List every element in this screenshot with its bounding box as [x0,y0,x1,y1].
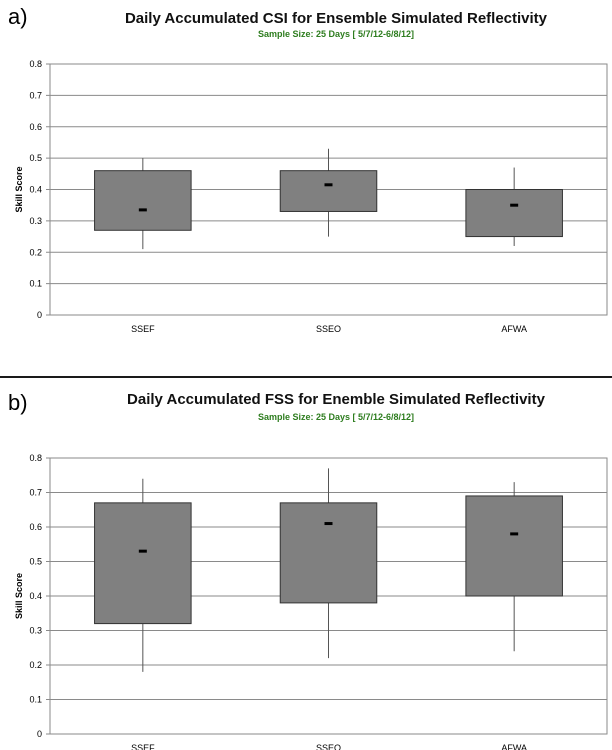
boxplot-chart: 0 0.1 0.2 0.3 0.4 0.5 0.6 0.7 0.8 Skill Score SSEF… [14,59,608,334]
y-axis-title: Skill Score [14,166,24,212]
chart-panel-b: b) Daily Accumulated FSS for Enemble Sim… [0,378,612,750]
box-mark [94,170,192,231]
x-category-label: AFWA [501,324,527,334]
box-mark [94,502,192,625]
y-tick-label: 0.7 [29,488,42,498]
x-category-label: AFWA [501,743,527,750]
y-tick-label: 0.2 [29,660,42,670]
y-tick-label: 0.1 [29,695,42,705]
panel-divider [0,376,612,378]
panel-label: a) [8,4,28,29]
x-category-label: SSEF [131,743,155,750]
y-tick-label: 0.3 [29,626,42,636]
chart-panel-a: a) Daily Accumulated CSI for Ensemble Si… [0,0,612,360]
box-mark [279,170,378,212]
x-category-label: SSEO [316,324,341,334]
y-tick-label: 0.5 [29,557,42,567]
y-tick-label: 0.4 [29,591,42,601]
y-tick-label: 0.8 [29,59,42,69]
boxplot-chart: 0 0.1 0.2 0.3 0.4 0.5 0.6 0.7 0.8 Skill Score SSEF… [14,453,608,750]
y-tick-label: 0.2 [29,247,42,257]
chart-title: Daily Accumulated CSI for Ensemble Simul… [124,10,548,27]
box-mark [465,189,563,238]
box-mark [279,502,378,604]
y-tick-label: 0.3 [29,216,42,226]
y-tick-label: 0 [37,310,42,320]
chart-subtitle: Sample Size: 25 Days [ 5/7/12-6/8/12] [257,412,415,422]
x-category-label: SSEF [131,324,155,334]
panel-label: b) [8,390,28,415]
chart-title: Daily Accumulated FSS for Enemble Simula… [127,391,545,408]
chart-subtitle: Sample Size: 25 Days [ 5/7/12-6/8/12] [257,29,415,39]
y-tick-label: 0.1 [29,279,42,289]
y-tick-label: 0.4 [29,185,42,195]
y-tick-label: 0.6 [29,522,42,532]
x-category-label: SSEO [316,743,341,750]
y-axis-title: Skill Score [14,573,24,619]
y-tick-label: 0.7 [29,90,42,100]
y-tick-label: 0.5 [29,153,42,163]
y-tick-label: 0 [37,729,42,739]
y-tick-label: 0.8 [29,453,42,463]
box-mark [465,495,563,597]
y-tick-label: 0.6 [29,122,42,132]
